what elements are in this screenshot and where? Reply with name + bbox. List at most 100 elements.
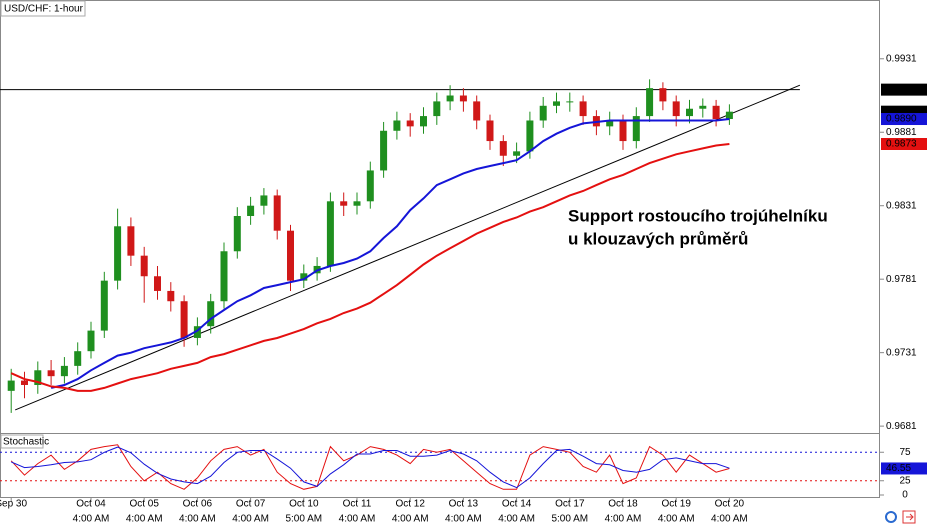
candle-body [699,105,707,109]
x-tick-label: Oct 14 [502,499,532,510]
candle-body [127,226,135,256]
indicator-title: Stochastic [3,437,49,448]
y-tick-label: 0.9731 [886,347,917,358]
y-tick-label: 0.9831 [886,200,917,211]
candle-body [499,141,507,156]
icon[interactable] [885,511,897,523]
candle-body [21,380,28,385]
title-box [0,0,86,17]
candle-body [260,195,268,206]
x-tick-label: Oct 04 [76,499,106,510]
indicator-tag-label: 46.55 [886,463,911,474]
x-tick-label: 4:00 AM [658,514,695,525]
x-tick-label: 4:00 AM [126,514,163,525]
x-tick-label: 4:00 AM [179,514,216,525]
x-tick-label: 4:00 AM [498,514,535,525]
candle-body [513,151,521,156]
price-tag-label: 0.9910 [886,84,917,95]
candle-body [287,230,294,281]
x-tick-label: Oct 20 [715,499,745,510]
price-tag-label: 0.9895 [886,106,917,117]
x-tick-label: 4:00 AM [711,514,748,525]
candle-body [539,105,547,121]
candle-body [167,290,175,302]
candle-body [207,301,215,327]
candle-body [326,201,334,266]
x-tick-label: Oct 07 [236,499,266,510]
y-tick-label: 0.9881 [886,127,917,138]
stochastic-line [10,444,730,490]
candle-body [87,330,95,352]
candle-body [433,101,441,117]
candle-body [672,101,680,117]
candle-body [273,195,281,231]
chart-title: USD/CHF: 1-hour [4,4,84,15]
y-tick-label: 25 [899,475,911,486]
candle-body [606,120,614,127]
x-tick-label: Oct 13 [449,499,479,510]
x-tick-label: 4:00 AM [605,514,642,525]
candle-body [566,101,574,103]
y-tick-label: 0.9931 [886,53,917,64]
x-tick-label: Oct 17 [555,499,585,510]
candle-body [579,101,587,117]
y-tick-label: 0.9781 [886,274,917,285]
price-tag [881,83,927,96]
candle-body [686,108,693,117]
candle-body [619,120,627,142]
candle-body [340,201,348,206]
x-tick-label: Sep 30 [0,499,27,510]
candle-body [154,276,161,291]
candle-body [420,116,427,127]
candle-body [632,116,640,142]
candle-body [74,351,82,366]
stochastic-line [11,446,730,489]
candle-body [180,301,188,338]
candle-body [553,101,560,106]
candle-body [220,251,228,302]
indicator-title-box [0,434,44,449]
moving-average [50,118,730,389]
candle-body [393,120,401,131]
x-tick-label: 5:00 AM [285,514,322,525]
candle-body [646,88,654,117]
candle-body [486,120,494,142]
annotation: u klouzavých průměrů [568,229,748,248]
x-tick-label: 4:00 AM [339,514,376,525]
toolbar-icons[interactable] [885,510,916,524]
candle-body [193,326,201,338]
price-tag-label: 0.9890 [886,114,917,125]
candle-body [247,205,255,216]
candle-body [526,120,534,152]
candle-body [47,370,55,377]
x-tick-label: Oct 05 [129,499,159,510]
x-tick-label: Oct 06 [183,499,213,510]
candle-body [366,170,374,202]
candle-body [659,88,667,102]
indicator-tag [881,462,927,475]
x-tick-label: 4:00 AM [445,514,482,525]
candle-body [473,101,481,121]
icon [906,513,914,521]
candle-body [380,130,388,171]
price-tag [881,113,927,126]
x-tick-label: 4:00 AM [392,514,429,525]
y-tick-label: 75 [899,447,911,458]
x-tick-label: Oct 10 [289,499,319,510]
x-tick-label: 5:00 AM [551,514,588,525]
candle-body [140,255,148,277]
candle-body [725,111,733,120]
candle-body [459,95,467,102]
price-tag-label: 0.9873 [886,139,917,150]
candle-body [406,120,414,127]
candle-body [233,216,241,252]
candle-body [712,105,720,120]
x-tick-label: 4:00 AM [232,514,269,525]
candle-body [7,380,15,391]
y-tick-label: 0.9681 [886,421,917,432]
candle-body [60,365,68,377]
annotation: Support rostoucího trojúhelníku [568,206,828,225]
candle-body [300,273,308,281]
price-tag [881,138,927,150]
